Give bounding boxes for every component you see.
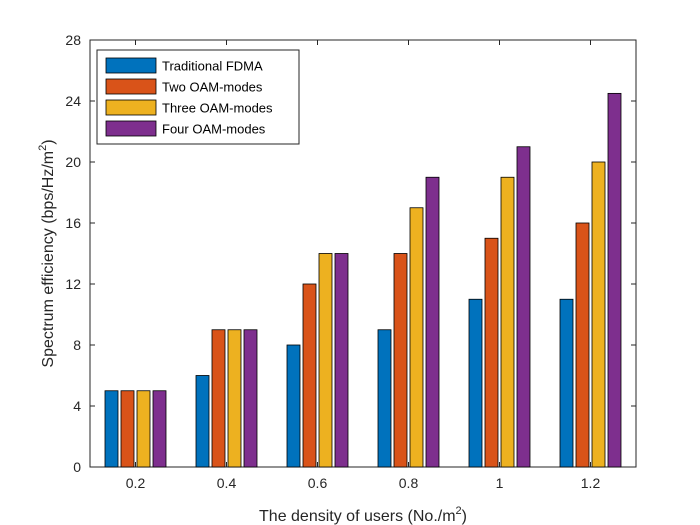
legend-swatch-traditional-fdma xyxy=(105,57,157,74)
x-tick-label: 1.2 xyxy=(581,475,601,491)
bar-traditional-fdma-1.2 xyxy=(559,298,574,468)
bar-traditional-fdma-1 xyxy=(468,298,483,468)
legend-swatch-four-oam-modes xyxy=(105,120,157,137)
y-tick-label: 16 xyxy=(65,215,81,231)
bar-three-oam-modes-0.6 xyxy=(318,253,333,468)
bars-group xyxy=(104,92,622,468)
bar-four-oam-modes-1.2 xyxy=(607,92,622,468)
y-tick-label: 12 xyxy=(65,276,81,292)
bar-four-oam-modes-0.8 xyxy=(425,176,440,468)
x-axis-ticks: 0.2 0.4 0.6 0.8 1 1.2 xyxy=(126,40,601,491)
legend: Traditional FDMA Two OAM-modes Three OAM-m… xyxy=(96,49,300,145)
x-tick-label: 0.8 xyxy=(399,475,419,491)
bar-traditional-fdma-0.6 xyxy=(286,344,301,468)
y-tick-label: 20 xyxy=(65,154,81,170)
bar-two-oam-modes-0.8 xyxy=(393,253,408,468)
bar-three-oam-modes-1 xyxy=(500,176,515,468)
bar-traditional-fdma-0.8 xyxy=(377,329,392,468)
y-tick-label: 8 xyxy=(73,337,81,353)
legend-swatch-two-oam-modes xyxy=(105,78,157,95)
bar-two-oam-modes-0.2 xyxy=(120,390,135,468)
bar-two-oam-modes-1.2 xyxy=(575,222,590,468)
y-axis-title: Spectrum efficiency (bps/Hz/m2) xyxy=(37,139,57,367)
bar-three-oam-modes-1.2 xyxy=(591,161,606,468)
y-tick-label: 4 xyxy=(73,398,81,414)
y-tick-label: 0 xyxy=(73,459,81,475)
bar-four-oam-modes-0.2 xyxy=(152,390,167,468)
y-tick-label: 24 xyxy=(65,93,81,109)
bar-traditional-fdma-0.4 xyxy=(195,375,210,468)
bar-four-oam-modes-1 xyxy=(516,146,531,468)
x-tick-label: 0.4 xyxy=(217,475,237,491)
legend-label-three-oam-modes: Three OAM-modes xyxy=(162,101,273,116)
x-tick-label: 0.6 xyxy=(308,475,328,491)
legend-label-two-oam-modes: Two OAM-modes xyxy=(162,80,263,95)
legend-label-four-oam-modes: Four OAM-modes xyxy=(162,122,266,137)
legend-label-traditional-fdma: Traditional FDMA xyxy=(162,59,263,74)
bar-three-oam-modes-0.2 xyxy=(136,390,151,468)
y-tick-label: 28 xyxy=(65,32,81,48)
bar-traditional-fdma-0.2 xyxy=(104,390,119,468)
bar-two-oam-modes-0.6 xyxy=(302,283,317,468)
bar-four-oam-modes-0.6 xyxy=(334,253,349,468)
bar-two-oam-modes-0.4 xyxy=(211,329,226,468)
bar-four-oam-modes-0.4 xyxy=(243,329,258,468)
x-tick-label: 1 xyxy=(496,475,504,491)
bar-three-oam-modes-0.4 xyxy=(227,329,242,468)
legend-swatch-three-oam-modes xyxy=(105,99,157,116)
bar-two-oam-modes-1 xyxy=(484,237,499,468)
bar-three-oam-modes-0.8 xyxy=(409,207,424,468)
x-tick-label: 0.2 xyxy=(126,475,146,491)
x-axis-title: The density of users (No./m2) xyxy=(259,505,467,525)
y-axis-ticks: 0 4 8 12 16 20 24 28 xyxy=(65,32,636,475)
